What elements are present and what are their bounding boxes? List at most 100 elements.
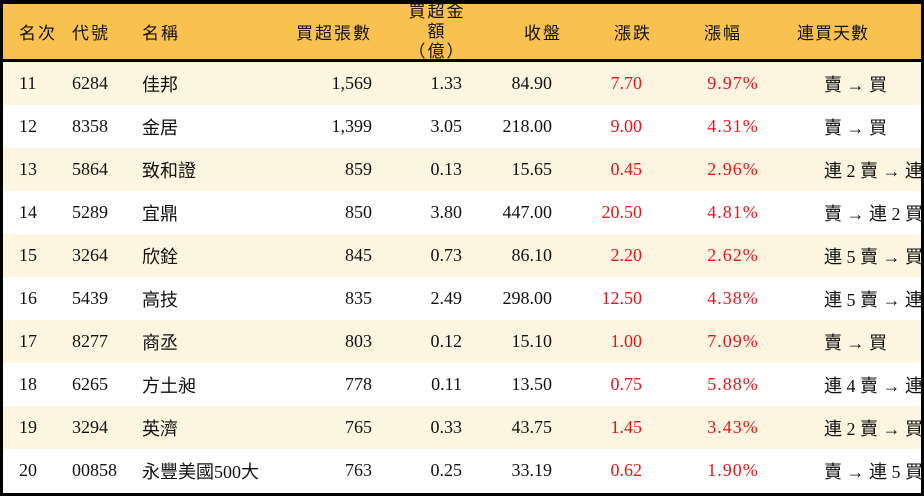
cell-rank: 14	[19, 202, 37, 222]
cell-rank: 19	[19, 417, 37, 437]
cell-close: 15.10	[511, 331, 553, 351]
cell-name: 欣銓	[142, 246, 178, 267]
cell-change-pct: 9.97%	[707, 73, 759, 93]
cell-rank: 16	[19, 288, 37, 308]
cell-streak: 連 5 賣 → 連 2 買	[824, 289, 924, 310]
cell-rank: 13	[19, 159, 37, 179]
cell-name: 致和證	[142, 160, 196, 181]
cell-code: 5864	[72, 159, 108, 179]
header-streak: 連買天數	[797, 24, 869, 43]
cell-name: 佳邦	[142, 74, 178, 95]
table-row: 14 5289 宜鼎 850 3.80 447.00 20.50 4.81% 賣 → 連 2 買	[3, 191, 923, 234]
cell-name: 永豐美國500大	[142, 461, 259, 482]
cell-streak: 連 4 賣 → 連 4 買	[824, 375, 924, 396]
cell-net-buy-amount: 0.73	[430, 245, 463, 265]
cell-net-buy-amount: 0.11	[431, 374, 462, 394]
table-row: 19 3294 英濟 765 0.33 43.75 1.45 3.43% 連 2 賣 → 買	[3, 406, 923, 449]
cell-change: 0.62	[610, 460, 643, 480]
cell-code: 8277	[72, 331, 108, 351]
cell-streak: 賣 → 買	[824, 74, 887, 95]
cell-close: 15.65	[511, 159, 553, 179]
table-row: 17 8277 商丞 803 0.12 15.10 1.00 7.09% 賣 → 買	[3, 320, 921, 363]
cell-change-pct: 4.81%	[707, 202, 759, 222]
cell-close: 43.75	[511, 417, 553, 437]
cell-rank: 15	[19, 245, 37, 265]
cell-change: 7.70	[610, 73, 643, 93]
cell-net-buy-amount: 3.80	[430, 202, 463, 222]
cell-code: 00858	[72, 460, 117, 480]
header-amount-unit: （億）	[408, 41, 466, 61]
table-row: 20 00858 永豐美國500大 763 0.25 33.19 0.62 1.90% 賣 → …	[3, 449, 923, 492]
cell-name: 高技	[142, 289, 178, 310]
table-row: 13 5864 致和證 859 0.13 15.65 0.45 2.96% 連 2 賣 → 連 …	[3, 148, 924, 191]
cell-net-buy-lots: 1,399	[331, 116, 373, 136]
cell-net-buy-amount: 0.25	[430, 460, 463, 480]
cell-streak: 賣 → 連 5 買	[824, 461, 923, 482]
cell-net-buy-lots: 778	[345, 374, 372, 394]
cell-code: 3294	[72, 417, 108, 437]
cell-net-buy-lots: 803	[345, 331, 372, 351]
cell-net-buy-amount: 2.49	[430, 288, 463, 308]
cell-name: 方土昶	[142, 375, 196, 396]
header-net-buy-amount: 買超金額 （億）	[372, 2, 472, 62]
cell-close: 84.90	[511, 73, 553, 93]
table-row: 15 3264 欣銓 845 0.73 86.10 2.20 2.62% 連 5 賣 → 買	[3, 234, 923, 277]
table-row: 16 5439 高技 835 2.49 298.00 12.50 4.38% 連 5 賣 → 連…	[3, 277, 924, 320]
cell-rank: 18	[19, 374, 37, 394]
cell-change: 2.20	[610, 245, 643, 265]
cell-code: 5439	[72, 288, 108, 308]
header-rank: 名次	[19, 24, 57, 43]
cell-change-pct: 2.96%	[707, 159, 759, 179]
cell-change-pct: 4.31%	[707, 116, 759, 136]
cell-code: 6265	[72, 374, 108, 394]
cell-code: 3264	[72, 245, 108, 265]
cell-net-buy-amount: 1.33	[430, 73, 463, 93]
cell-streak: 連 5 賣 → 買	[824, 246, 923, 267]
cell-net-buy-lots: 765	[345, 417, 372, 437]
cell-streak: 賣 → 買	[824, 332, 887, 353]
header-code: 代號	[72, 24, 110, 43]
cell-change: 20.50	[601, 202, 643, 222]
cell-code: 8358	[72, 116, 108, 136]
cell-net-buy-amount: 0.13	[430, 159, 463, 179]
cell-name: 宜鼎	[142, 203, 178, 224]
cell-change-pct: 4.38%	[707, 288, 759, 308]
table-row: 12 8358 金居 1,399 3.05 218.00 9.00 4.31% 賣 → 買	[3, 105, 921, 148]
header-close: 收盤	[524, 24, 562, 43]
cell-net-buy-lots: 835	[345, 288, 372, 308]
cell-change: 0.75	[610, 374, 643, 394]
cell-close: 33.19	[511, 460, 553, 480]
cell-change: 1.45	[610, 417, 643, 437]
cell-change: 9.00	[610, 116, 643, 136]
cell-streak: 連 2 賣 → 買	[824, 418, 923, 439]
cell-close: 447.00	[502, 202, 553, 222]
cell-close: 86.10	[511, 245, 553, 265]
cell-streak: 連 2 賣 → 連 6 買	[824, 160, 924, 181]
header-net-buy-lots: 買超張數	[296, 24, 372, 43]
table-row: 11 6284 佳邦 1,569 1.33 84.90 7.70 9.97% 賣 → 買	[3, 62, 921, 105]
cell-change-pct: 2.62%	[707, 245, 759, 265]
cell-net-buy-lots: 859	[345, 159, 372, 179]
cell-name: 商丞	[142, 332, 178, 353]
header-amount-label: 買超金額	[408, 1, 466, 41]
table-row: 18 6265 方土昶 778 0.11 13.50 0.75 5.88% 連 4 賣 → 連 …	[3, 363, 924, 406]
cell-name: 英濟	[142, 418, 178, 439]
header-change-pct: 漲幅	[704, 24, 742, 43]
cell-rank: 17	[19, 331, 37, 351]
cell-net-buy-amount: 0.33	[430, 417, 463, 437]
cell-streak: 賣 → 連 2 買	[824, 203, 923, 224]
cell-close: 218.00	[502, 116, 553, 136]
cell-net-buy-amount: 3.05	[430, 116, 463, 136]
cell-close: 13.50	[511, 374, 553, 394]
cell-net-buy-amount: 0.12	[430, 331, 463, 351]
cell-rank: 20	[19, 460, 37, 480]
cell-streak: 賣 → 買	[824, 117, 887, 138]
cell-code: 5289	[72, 202, 108, 222]
cell-change: 1.00	[610, 331, 643, 351]
header-change: 漲跌	[614, 24, 652, 43]
header-name: 名稱	[142, 24, 180, 43]
cell-net-buy-lots: 845	[345, 245, 372, 265]
cell-net-buy-lots: 850	[345, 202, 372, 222]
cell-code: 6284	[72, 73, 108, 93]
